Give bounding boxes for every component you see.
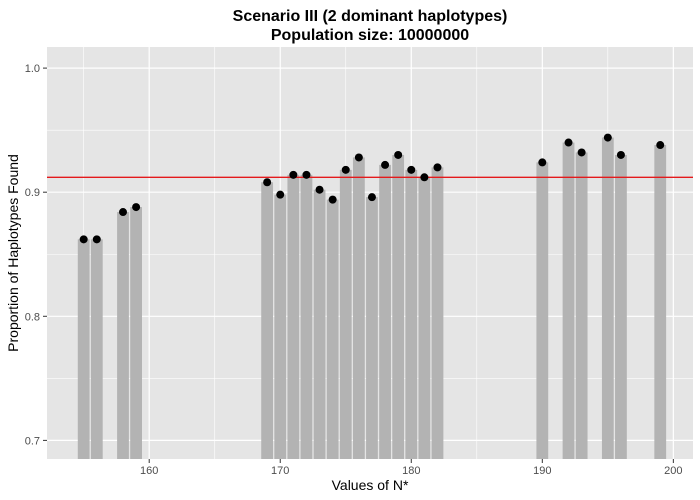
- bar: [418, 177, 431, 459]
- y-axis-title: Proportion of Haplotypes Found: [5, 154, 21, 352]
- bar: [575, 152, 588, 459]
- bar: [366, 197, 378, 460]
- x-tick-label: 160: [140, 465, 158, 477]
- bars: [77, 137, 667, 460]
- data-point: [577, 148, 586, 157]
- x-tick-label: 190: [533, 465, 551, 477]
- x-axis: 160 170 180 190 200: [140, 459, 683, 477]
- x-tick-label: 180: [402, 465, 420, 477]
- x-axis-title: Values of N*: [332, 477, 409, 493]
- data-point: [328, 195, 337, 204]
- y-tick-label: 1.0: [25, 63, 40, 75]
- data-point: [433, 163, 442, 172]
- bar: [274, 194, 287, 460]
- x-tick-label: 170: [271, 465, 289, 477]
- data-point: [263, 178, 272, 187]
- data-point: [315, 185, 324, 194]
- bar: [654, 145, 667, 460]
- data-point: [381, 160, 390, 169]
- data-point: [119, 208, 127, 217]
- y-tick-label: 0.7: [25, 435, 40, 447]
- bar: [352, 157, 365, 459]
- data-point: [603, 133, 612, 142]
- data-point: [92, 235, 101, 244]
- bar: [261, 182, 274, 459]
- bar: [326, 199, 339, 459]
- bar: [379, 164, 391, 459]
- data-point: [289, 170, 298, 179]
- bar: [562, 142, 575, 460]
- data-point: [276, 190, 285, 199]
- points: [79, 133, 665, 244]
- bar: [431, 167, 444, 460]
- y-tick-label: 0.8: [25, 311, 40, 323]
- bar: [405, 169, 418, 460]
- data-point: [354, 153, 363, 162]
- bar: [77, 239, 90, 459]
- data-point: [394, 150, 403, 159]
- bar: [90, 239, 103, 459]
- data-point: [132, 203, 141, 212]
- bar: [601, 137, 614, 459]
- bar: [392, 154, 405, 459]
- data-point: [302, 170, 311, 179]
- data-point: [407, 165, 416, 174]
- bar: [117, 212, 129, 459]
- bar: [300, 174, 313, 459]
- y-axis: 0.7 0.8 0.9 1.0: [25, 63, 47, 447]
- chart-title: Scenario III (2 dominant haplotypes): [233, 8, 508, 25]
- bar: [313, 189, 326, 459]
- data-point: [616, 150, 625, 159]
- data-point: [564, 138, 573, 147]
- bar: [536, 162, 549, 459]
- data-point: [367, 193, 376, 202]
- data-point: [341, 165, 350, 174]
- x-tick-label: 200: [664, 465, 682, 477]
- bar: [287, 174, 300, 459]
- chart-subtitle: Population size: 10000000: [271, 27, 469, 44]
- bar: [615, 154, 627, 459]
- data-point: [538, 158, 547, 167]
- bar: [130, 207, 142, 459]
- data-point: [656, 141, 665, 150]
- bar: [339, 169, 352, 460]
- data-point: [420, 173, 429, 182]
- y-tick-label: 0.9: [25, 187, 40, 199]
- data-point: [79, 235, 88, 244]
